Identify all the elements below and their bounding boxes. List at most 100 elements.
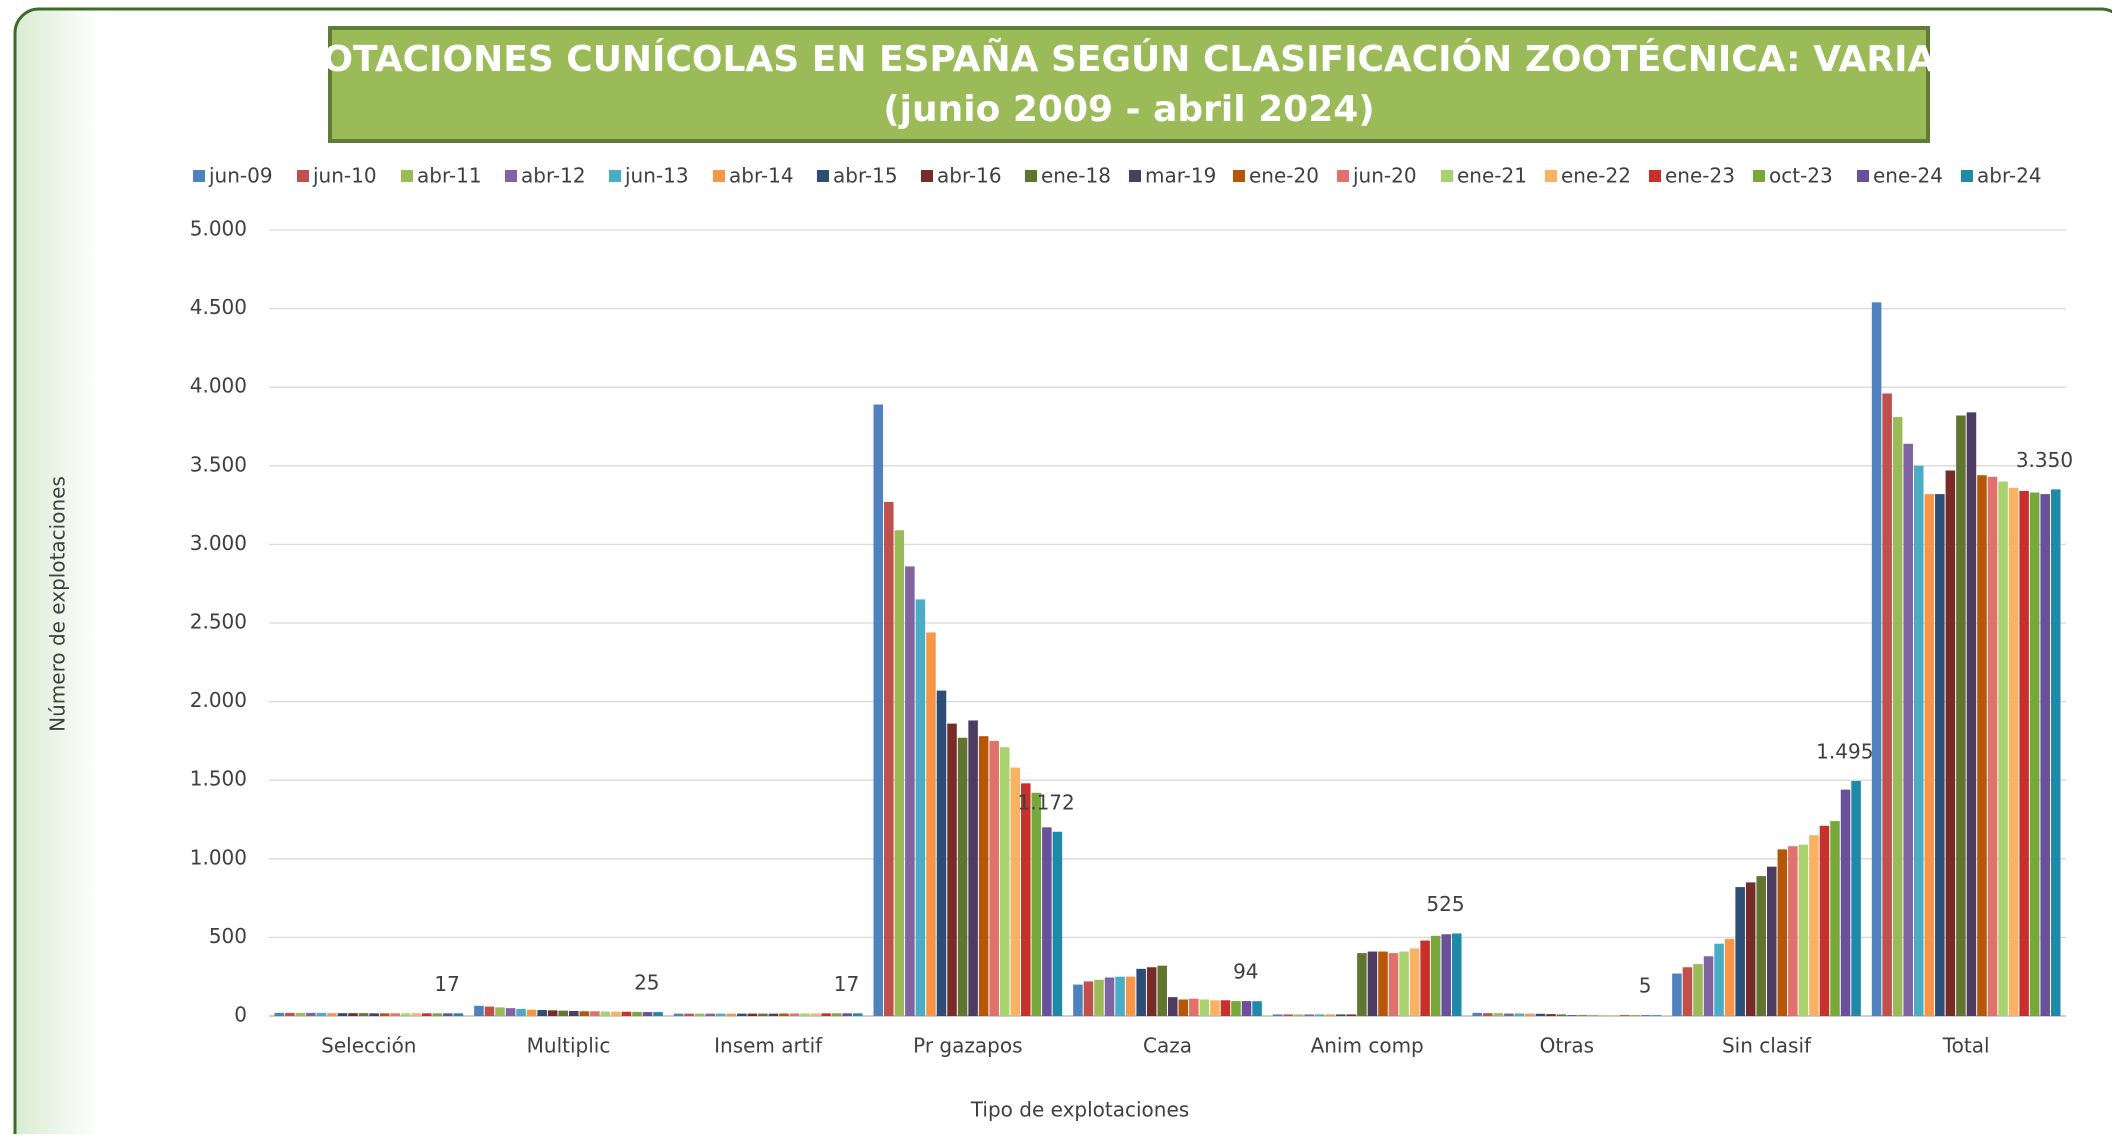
bar bbox=[1325, 1014, 1336, 1016]
bar bbox=[999, 747, 1010, 1016]
bar bbox=[1146, 967, 1157, 1016]
legend-swatch bbox=[401, 170, 413, 182]
bar bbox=[1493, 1013, 1504, 1016]
bar bbox=[1546, 1014, 1556, 1016]
bar bbox=[800, 1013, 810, 1016]
data-label: 25 bbox=[634, 971, 659, 995]
bar bbox=[274, 1012, 285, 1016]
bar bbox=[1189, 998, 1199, 1016]
y-tick-label: 2.000 bbox=[190, 688, 247, 712]
bar bbox=[1231, 1001, 1241, 1016]
legend-swatch bbox=[193, 170, 205, 182]
bar bbox=[1913, 465, 1924, 1016]
x-tick-label: Insem artif bbox=[714, 1034, 823, 1058]
bar bbox=[2029, 492, 2040, 1016]
bar bbox=[1598, 1015, 1609, 1016]
x-tick-label: Sin clasif bbox=[1722, 1034, 1812, 1058]
y-tick-label: 2.500 bbox=[190, 610, 247, 634]
x-tick-label: Pr gazapos bbox=[913, 1034, 1022, 1058]
bar bbox=[1199, 999, 1210, 1016]
legend-swatch bbox=[505, 170, 517, 182]
bar bbox=[1241, 1001, 1252, 1016]
bar bbox=[590, 1011, 600, 1016]
bar bbox=[1788, 846, 1798, 1016]
bar bbox=[358, 1013, 369, 1016]
bar bbox=[495, 1007, 505, 1016]
bar bbox=[1567, 1015, 1577, 1016]
bar bbox=[2050, 489, 2061, 1016]
bar bbox=[694, 1013, 705, 1016]
legend-label: jun-20 bbox=[1352, 164, 1417, 188]
bar bbox=[726, 1013, 737, 1016]
bar bbox=[1714, 943, 1724, 1016]
y-tick-label: 1.500 bbox=[190, 767, 247, 791]
bar bbox=[1336, 1014, 1346, 1016]
legend-label: oct-23 bbox=[1769, 164, 1833, 188]
legend-label: ene-22 bbox=[1561, 164, 1631, 188]
legend-label: abr-12 bbox=[521, 164, 586, 188]
bar bbox=[1620, 1015, 1630, 1016]
bar bbox=[642, 1012, 653, 1016]
bar bbox=[1956, 415, 1966, 1017]
bar bbox=[1525, 1013, 1535, 1016]
bar bbox=[1042, 827, 1052, 1016]
y-tick-label: 4.000 bbox=[190, 374, 247, 398]
bar bbox=[306, 1012, 316, 1016]
data-label: 17 bbox=[834, 972, 859, 996]
bar bbox=[768, 1013, 779, 1016]
bar bbox=[1777, 849, 1788, 1016]
x-tick-label: Otras bbox=[1540, 1034, 1594, 1058]
bar bbox=[621, 1011, 632, 1016]
bar bbox=[673, 1013, 684, 1016]
x-tick-label: Caza bbox=[1143, 1034, 1192, 1058]
bar bbox=[1756, 876, 1766, 1016]
bar bbox=[1577, 1015, 1588, 1016]
bar bbox=[1052, 831, 1063, 1016]
bar bbox=[285, 1012, 295, 1016]
bar bbox=[1283, 1014, 1293, 1016]
bar bbox=[1031, 792, 1042, 1016]
legend-label: ene-24 bbox=[1873, 164, 1943, 188]
bar bbox=[558, 1010, 568, 1016]
x-tick-label: Selección bbox=[321, 1034, 416, 1058]
legend-swatch bbox=[713, 170, 725, 182]
bar bbox=[1924, 494, 1935, 1016]
bar bbox=[758, 1013, 768, 1016]
legend-swatch bbox=[1233, 170, 1245, 182]
bar bbox=[926, 632, 936, 1016]
legend-swatch bbox=[1961, 170, 1973, 182]
bar bbox=[1472, 1012, 1483, 1016]
bar bbox=[537, 1010, 547, 1016]
bar bbox=[327, 1013, 337, 1016]
y-tick-label: 3.500 bbox=[190, 452, 247, 476]
legend-swatch bbox=[817, 170, 829, 182]
bar bbox=[526, 1009, 537, 1016]
data-label: 17 bbox=[434, 972, 459, 996]
bar bbox=[1409, 948, 1420, 1016]
bar bbox=[715, 1013, 726, 1016]
bar bbox=[1724, 938, 1735, 1016]
bar bbox=[1272, 1014, 1283, 1016]
legend-swatch bbox=[1025, 170, 1037, 182]
legend-swatch bbox=[1649, 170, 1661, 182]
bar bbox=[1892, 417, 1903, 1016]
bar bbox=[337, 1013, 348, 1016]
bar bbox=[1314, 1014, 1325, 1016]
bar bbox=[1535, 1013, 1546, 1016]
bar bbox=[1819, 825, 1830, 1016]
bar bbox=[2008, 487, 2019, 1017]
bar bbox=[1630, 1015, 1641, 1016]
bar bbox=[1388, 953, 1399, 1016]
bar bbox=[1420, 940, 1430, 1016]
bar bbox=[1693, 964, 1703, 1016]
bar bbox=[1945, 470, 1956, 1016]
bar bbox=[1168, 997, 1178, 1016]
bar bbox=[547, 1010, 558, 1016]
bar bbox=[1672, 973, 1682, 1016]
bar bbox=[1840, 789, 1851, 1016]
bar bbox=[1903, 443, 1913, 1016]
y-tick-label: 3.000 bbox=[190, 531, 247, 555]
legend-swatch bbox=[1857, 170, 1869, 182]
bar bbox=[1977, 475, 1987, 1016]
bar bbox=[936, 690, 947, 1016]
